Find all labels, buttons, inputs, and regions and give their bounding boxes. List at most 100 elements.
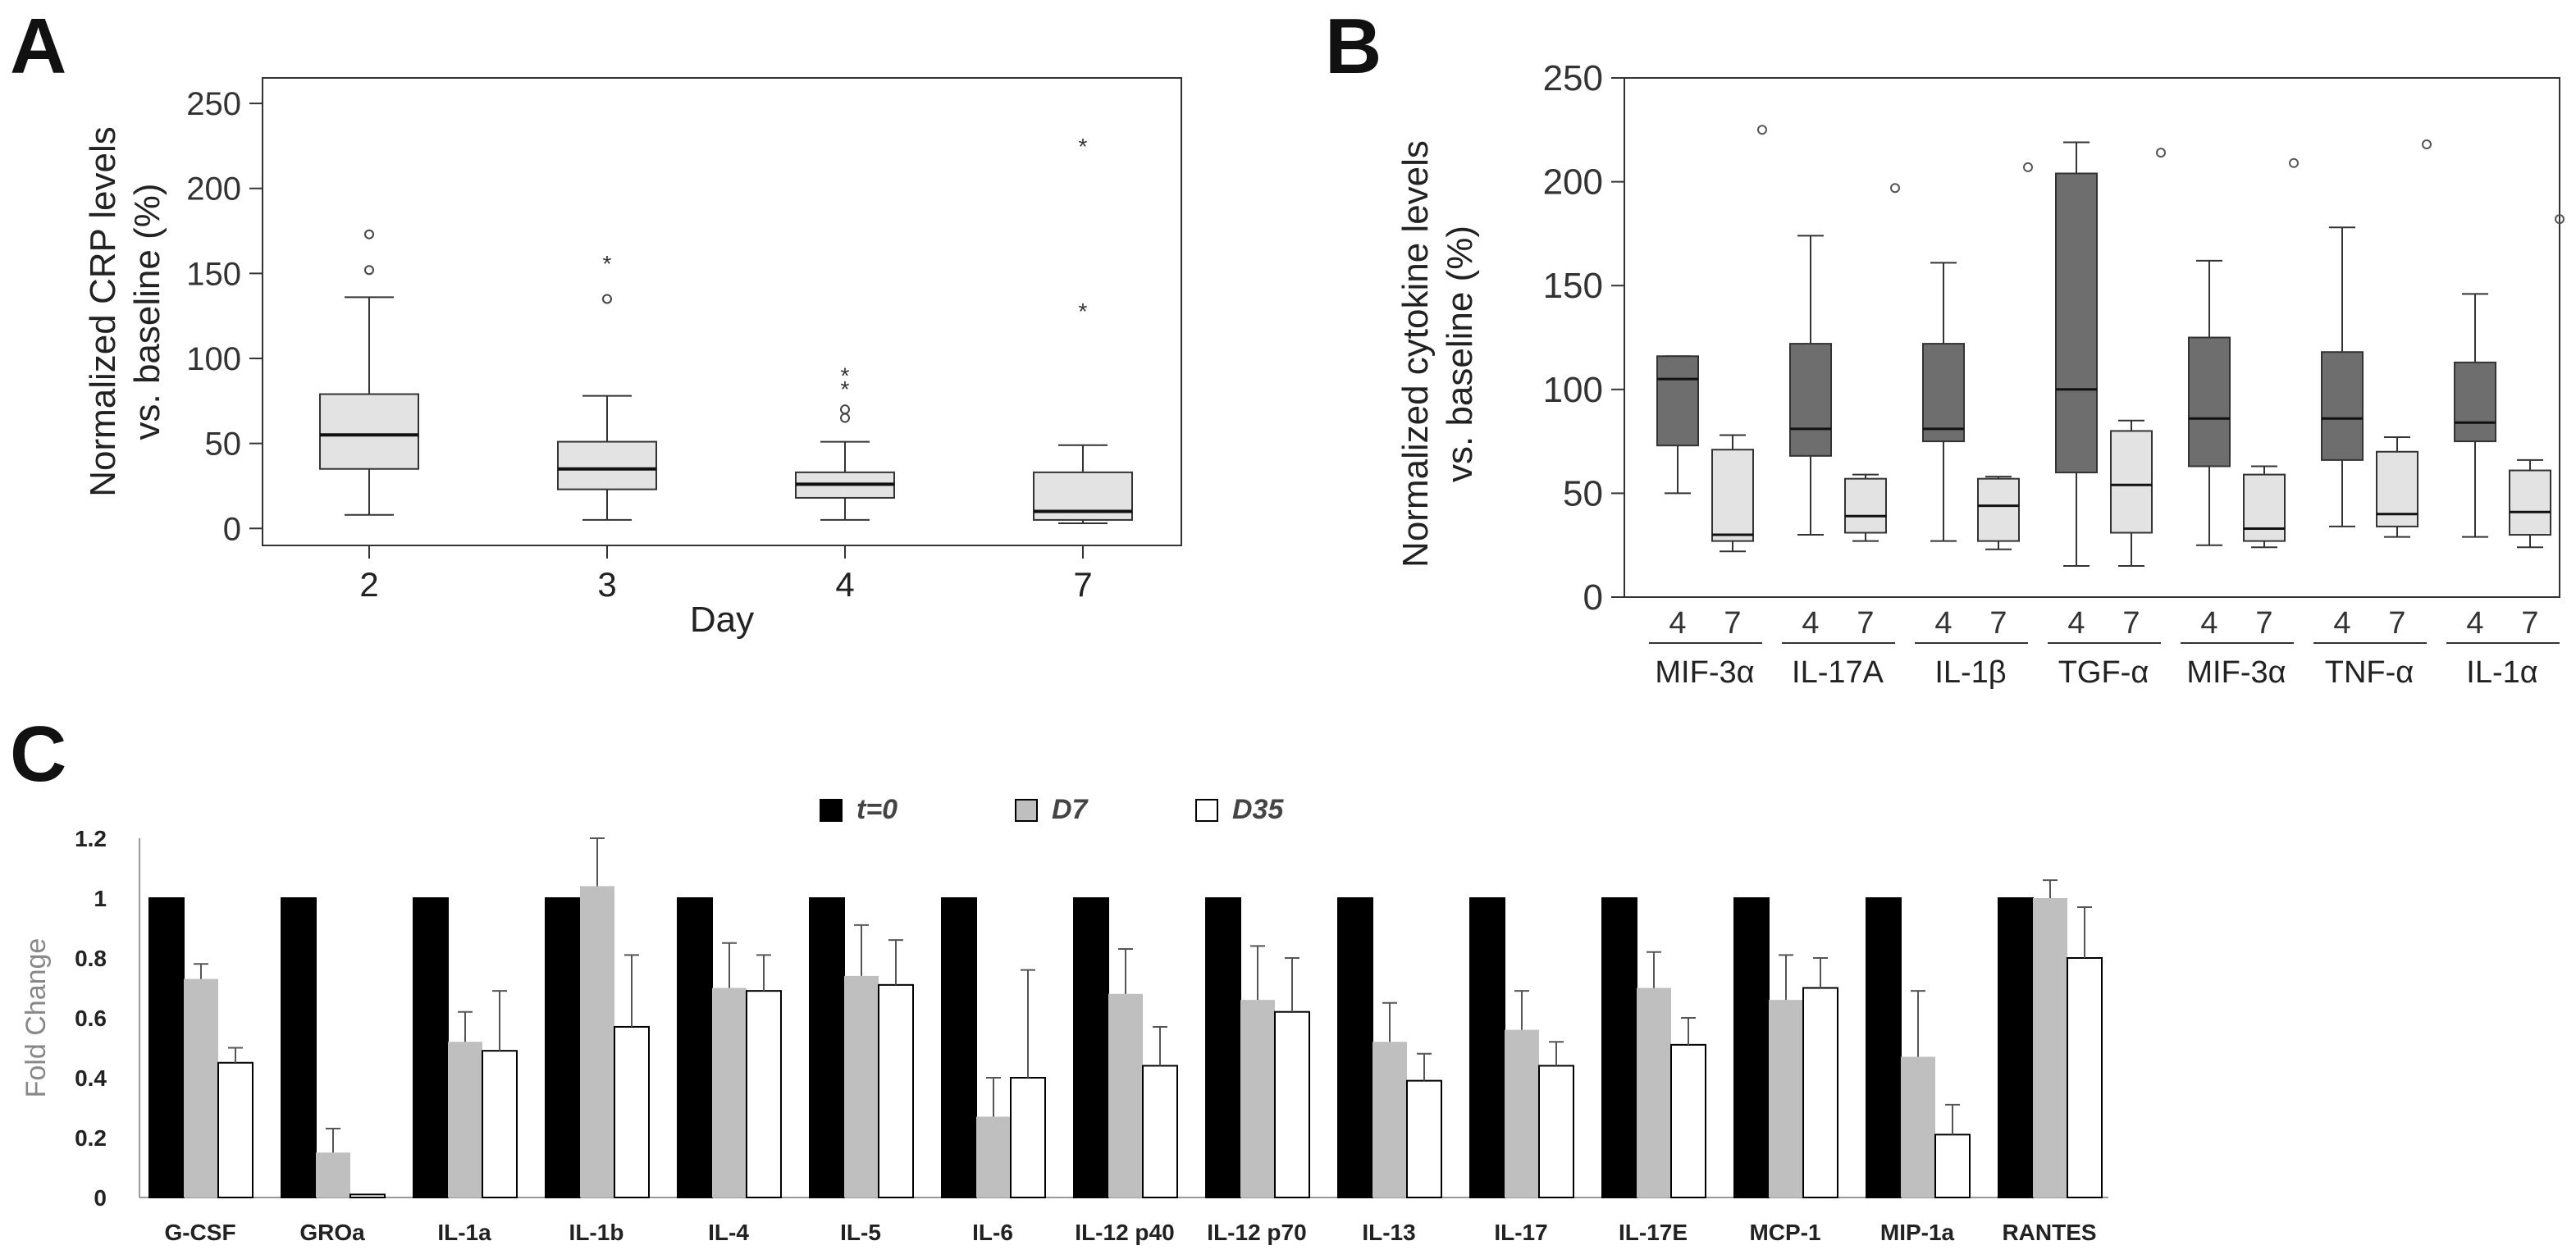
group-label: MIF-3α <box>2186 655 2286 690</box>
extreme-point: * <box>603 251 612 276</box>
y-tick-label: 100 <box>186 341 241 377</box>
outlier-point <box>1890 183 1900 194</box>
legend-label: t=0 <box>856 794 897 825</box>
day-tick-label: 7 <box>2122 606 2140 641</box>
box-day7 <box>2243 473 2286 542</box>
outlier-point <box>2289 157 2299 168</box>
outlier-point <box>2156 148 2166 158</box>
day-tick-label: 4 <box>2200 606 2217 641</box>
y-axis-title: Normalized cytokine levels vs. baseline (… <box>1395 140 1480 568</box>
bar-D35 <box>2067 957 2103 1198</box>
extreme-point: * <box>1079 134 1088 159</box>
x-tick-label: 2 <box>359 565 378 604</box>
bar-D7 <box>1240 1000 1275 1197</box>
box-day4 <box>1922 343 1965 443</box>
bar-D7 <box>844 975 879 1197</box>
x-tick-label: IL-17 <box>1494 1220 1547 1245</box>
y-axis-title-line2: vs. baseline (%) <box>127 183 167 440</box>
box-day4 <box>2321 351 2364 461</box>
group-label: TGF-α <box>2058 655 2149 690</box>
bar-t=0 <box>809 897 845 1198</box>
y-tick-label: 100 <box>1543 370 1603 410</box>
day-tick-label: 7 <box>1857 606 1874 641</box>
bar-D7 <box>1372 1042 1407 1197</box>
box-day7 <box>2376 450 2418 527</box>
extreme-point: * <box>841 376 850 402</box>
bar-D35 <box>1010 1077 1046 1198</box>
day-tick-label: 4 <box>2466 606 2483 641</box>
day-tick-label: 4 <box>1934 606 1952 641</box>
y-axis-title-line2: vs. baseline (%) <box>1440 226 1480 482</box>
legend-label: D35 <box>1232 794 1284 825</box>
box-day7 <box>1977 477 2020 542</box>
outlier-point <box>2555 214 2565 225</box>
x-tick-label: IL-13 <box>1362 1220 1415 1245</box>
bar-D35 <box>746 990 782 1198</box>
bar-D7 <box>1769 1000 1803 1197</box>
outlier-point <box>2023 162 2033 172</box>
x-tick-label: IL-5 <box>840 1220 881 1245</box>
y-tick-label: 150 <box>1543 266 1603 306</box>
extreme-point: * <box>1079 299 1088 324</box>
bar-D7 <box>2033 898 2067 1197</box>
box <box>557 440 657 490</box>
outlier-point <box>1757 125 1767 135</box>
bar-D7 <box>184 978 218 1197</box>
y-tick-label: 250 <box>186 86 241 122</box>
bar-D7 <box>1901 1056 1935 1197</box>
y-tick-label: 200 <box>186 171 241 208</box>
bar-D35 <box>1802 987 1838 1198</box>
bar-D35 <box>1406 1079 1442 1198</box>
extreme-point: * <box>841 363 850 389</box>
plot-frame <box>262 77 1182 546</box>
day-tick-label: 4 <box>2333 606 2350 641</box>
box-day4 <box>1789 343 1832 457</box>
group-label: TNF-α <box>2325 655 2414 690</box>
group-label: IL-1β <box>1934 655 2006 690</box>
x-tick-label: IL-17E <box>1619 1220 1688 1245</box>
x-tick-label: GROa <box>299 1220 365 1245</box>
chart-b-cytokine-boxplot: 0 50 100 150 200 250 4 7 MIF-3α 4 7 IL-17A 4 7 IL-1β 4 7… <box>1395 58 2565 690</box>
x-tick-label: IL-4 <box>708 1220 749 1245</box>
y-tick-label: 0.8 <box>75 946 107 971</box>
y-tick-label: 0 <box>94 1185 107 1211</box>
plot-frame <box>1624 77 2560 598</box>
bar-D35 <box>1274 1010 1310 1199</box>
panel-label-a: A <box>10 2 67 90</box>
bar-t=0 <box>545 897 581 1198</box>
y-tick-label: 0 <box>1583 577 1603 618</box>
bar-D7 <box>712 988 747 1197</box>
box-day7 <box>2110 430 2153 534</box>
day-tick-label: 7 <box>2388 606 2405 641</box>
y-tick-label: 200 <box>1543 162 1603 203</box>
bar-D7 <box>976 1116 1011 1197</box>
bar-t=0 <box>1337 897 1373 1198</box>
y-tick-label: 1.2 <box>75 826 107 851</box>
outlier-point <box>840 413 850 423</box>
box-day4 <box>1656 355 1699 447</box>
y-axis-title: Normalized CRP levels vs. baseline (%) <box>83 126 167 497</box>
y-tick-label: 0.2 <box>75 1125 107 1151</box>
bar-t=0 <box>1601 897 1637 1198</box>
day-tick-label: 7 <box>2255 606 2272 641</box>
bar-t=0 <box>677 897 713 1198</box>
y-tick-label: 0.6 <box>75 1006 107 1031</box>
y-tick-label: 50 <box>205 427 242 463</box>
y-tick-label: 1 <box>94 886 107 911</box>
bar-t=0 <box>413 897 449 1198</box>
box-day4 <box>2055 172 2098 474</box>
outlier-point <box>364 229 374 239</box>
panel-label-c: C <box>10 710 67 798</box>
x-tick-label: RANTES <box>2002 1220 2096 1245</box>
x-tick-label: IL-1b <box>569 1220 624 1245</box>
y-tick-label: 50 <box>1563 473 1603 513</box>
group-label: IL-17A <box>1792 655 1884 690</box>
y-tick-label: 0 <box>223 511 241 547</box>
y-axis-title-line1: Normalized CRP levels <box>83 126 123 497</box>
box-day7 <box>1844 477 1887 534</box>
group-label: IL-1α <box>2466 655 2537 690</box>
bar-D35 <box>1670 1043 1706 1198</box>
bar-D35 <box>217 1061 253 1198</box>
bar-t=0 <box>1998 897 2034 1198</box>
